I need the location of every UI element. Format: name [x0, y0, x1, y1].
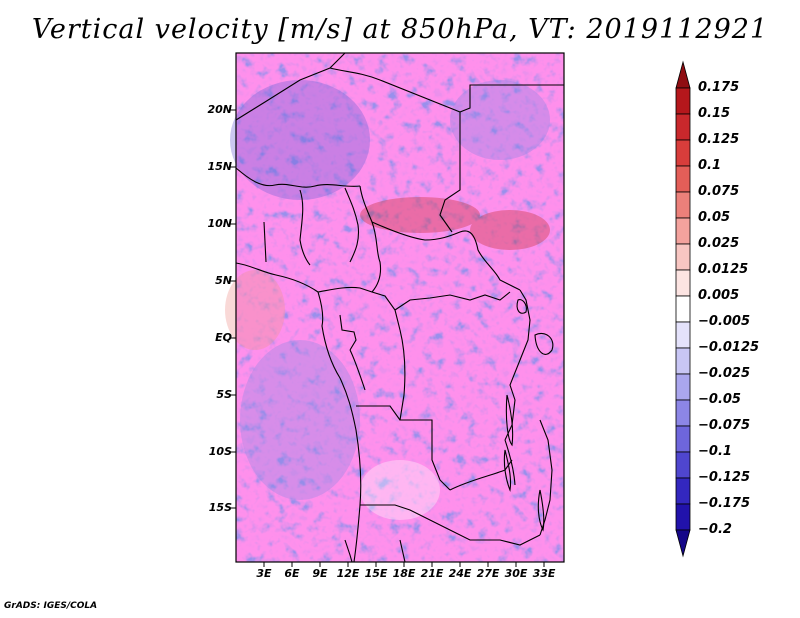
colorbar-swatch — [675, 503, 691, 531]
colorbar-label: 0.005 — [698, 288, 740, 303]
colorbar-label: 0.025 — [698, 236, 740, 251]
lon-label: 21E — [420, 567, 444, 580]
colorbar-swatch — [675, 269, 691, 297]
colorbar-swatch — [675, 295, 691, 323]
lon-label: 33E — [532, 567, 556, 580]
colorbar-label: 0.125 — [698, 132, 740, 147]
lon-label: 27E — [476, 567, 500, 580]
colorbar-label: −0.2 — [698, 522, 732, 537]
colorbar — [675, 60, 691, 558]
lon-label: 3E — [256, 567, 272, 580]
lon-label: 30E — [504, 567, 528, 580]
lat-label: 5S — [216, 388, 232, 401]
colorbar-swatch — [675, 87, 691, 115]
colorbar-swatch — [675, 191, 691, 219]
colorbar-label: 0.15 — [698, 106, 731, 121]
lon-label: 15E — [364, 567, 388, 580]
colorbar-swatch — [675, 451, 691, 479]
colorbar-swatch — [675, 243, 691, 271]
colorbar-swatch — [675, 399, 691, 427]
colorbar-label: −0.05 — [698, 392, 741, 407]
colorbar-swatch — [675, 373, 691, 401]
colorbar-label: 0.0125 — [698, 262, 749, 277]
lat-label: 15S — [208, 501, 232, 514]
colorbar-label: 0.1 — [698, 158, 722, 173]
lakes — [503, 299, 554, 532]
chart-title: Vertical velocity [m/s] at 850hPa, VT: 2… — [31, 14, 769, 45]
lon-label: 6E — [284, 567, 300, 580]
colorbar-swatch — [675, 165, 691, 193]
lon-label: 9E — [312, 567, 328, 580]
map-frame — [235, 52, 565, 563]
lat-label: EQ — [215, 331, 232, 344]
lat-label: 10N — [207, 217, 232, 230]
lat-ticks — [230, 109, 236, 509]
colorbar-swatch — [675, 113, 691, 141]
lon-label: 12E — [336, 567, 360, 580]
colorbar-swatch — [675, 321, 691, 349]
colorbar-swatch — [675, 139, 691, 167]
lon-ticks — [263, 562, 545, 567]
lat-label: 15N — [207, 160, 232, 173]
colorbar-label: −0.0125 — [698, 340, 760, 355]
colorbar-label: 0.175 — [698, 80, 740, 95]
lon-label: 24E — [448, 567, 472, 580]
country-boundaries — [235, 52, 564, 563]
colorbar-label: −0.075 — [698, 418, 751, 433]
lon-label: 18E — [392, 567, 416, 580]
colorbar-label: 0.075 — [698, 184, 740, 199]
colorbar-swatch — [675, 347, 691, 375]
colorbar-label: −0.125 — [698, 470, 751, 485]
colorbar-label: −0.175 — [698, 496, 751, 511]
footer-credit: GrADS: IGES/COLA — [4, 601, 98, 611]
vertical-velocity-field — [236, 53, 564, 562]
colorbar-label: −0.1 — [698, 444, 732, 459]
colorbar-label: −0.025 — [698, 366, 751, 381]
lat-label: 20N — [207, 103, 232, 116]
colorbar-label: −0.005 — [698, 314, 751, 329]
colorbar-swatch — [675, 217, 691, 245]
colorbar-label: 0.05 — [698, 210, 731, 225]
field-tints — [225, 80, 550, 520]
lat-label: 10S — [208, 445, 232, 458]
colorbar-top-arrow — [675, 60, 691, 89]
lat-label: 5N — [215, 274, 232, 287]
colorbar-bottom-arrow — [675, 529, 691, 558]
colorbar-swatch — [675, 425, 691, 453]
colorbar-swatch — [675, 477, 691, 505]
